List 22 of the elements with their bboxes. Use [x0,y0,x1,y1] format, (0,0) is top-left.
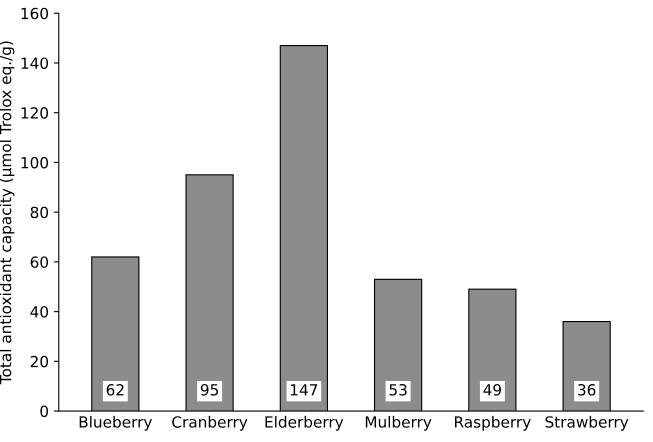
y-tick-label: 0 [40,406,48,418]
y-tick-label: 160 [22,8,48,20]
data-label: 36 [578,384,596,396]
y-tick-label: 100 [22,156,48,168]
y-axis-title: Total antioxidant capacity (µmol Trolox eq./g) [0,41,14,384]
x-tick-label: Blueberry [80,416,152,431]
y-tick-label: 140 [22,57,48,70]
x-tick-label: Mulberry [366,416,432,431]
data-label: 49 [483,384,502,396]
x-tick-label: Strawberry [546,416,628,431]
data-label: 147 [290,384,318,396]
y-tick-label: 80 [30,206,48,218]
y-tick-label: 60 [30,256,48,268]
y-tick-label: 40 [30,306,48,318]
y-tick-label: 20 [30,356,48,368]
x-tick-label: Elderberry [266,416,344,431]
data-label: 53 [390,384,407,396]
x-tick-label: Cranberry [172,416,248,431]
data-label: 62 [106,384,124,396]
y-tick-label: 120 [22,107,48,119]
data-label: 95 [200,384,218,396]
x-tick-label: Raspberry [455,416,531,431]
